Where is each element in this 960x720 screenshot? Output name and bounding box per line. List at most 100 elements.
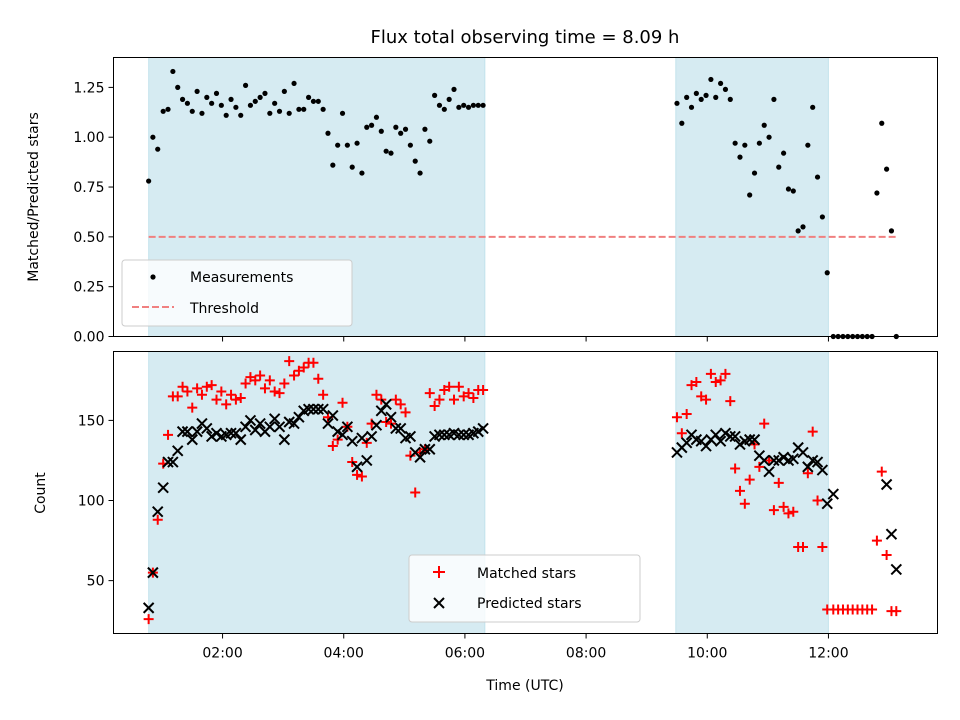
measurement-point — [461, 102, 467, 108]
bottom-series — [142, 356, 903, 625]
matched-star-point — [444, 381, 455, 392]
matched-star-point — [730, 463, 741, 474]
matched-star-point — [797, 541, 808, 552]
measurement-point — [179, 96, 186, 102]
bottom-x-axis-label: Time (UTC) — [485, 678, 563, 694]
measurement-point — [722, 86, 729, 92]
bottom-panel: 02:00 04:00 06:00 08:00 10:00 12:00 50100150 … — [33, 351, 938, 694]
measurement-point — [693, 90, 699, 96]
y-tick-label: 1.25 — [73, 80, 104, 96]
measurement-point — [398, 130, 404, 136]
matched-star-point — [201, 381, 212, 392]
matched-star-point — [163, 429, 174, 440]
predicted-star-point — [142, 602, 155, 614]
predicted-star-point — [302, 403, 315, 415]
y-tick-label: 1.00 — [73, 130, 104, 146]
predicted-star-point — [312, 403, 324, 415]
matched-star-point — [453, 381, 464, 392]
measurement-point — [291, 80, 297, 87]
y-tick-label: 50 — [87, 574, 105, 590]
matched-star-point — [881, 549, 892, 560]
matched-star-point — [463, 388, 474, 399]
matched-star-point — [187, 402, 198, 413]
measurement-point — [781, 150, 787, 156]
predicted-star-point — [186, 433, 198, 446]
predicted-star-point — [680, 437, 693, 449]
measurement-point — [252, 98, 258, 104]
matched-star-point — [468, 392, 479, 403]
measurement-point — [373, 114, 380, 120]
matched-star-point — [720, 368, 731, 379]
predicted-star-point — [477, 422, 489, 435]
measurement-point — [441, 106, 447, 112]
measurement-point — [257, 94, 263, 100]
measurement-point — [427, 138, 433, 144]
matched-star-point — [318, 389, 329, 400]
measurement-point — [218, 102, 224, 108]
matched-star-point — [449, 394, 460, 405]
matched-star-point — [744, 474, 755, 485]
measurement-point — [349, 164, 355, 170]
measurement-point — [717, 80, 724, 87]
predicted-star-point — [239, 421, 252, 433]
predicted-star-point — [152, 506, 164, 518]
predicted-star-point — [385, 411, 397, 423]
measurement-point — [771, 96, 777, 102]
legend-predicted-marker — [433, 597, 445, 609]
measurement-point — [436, 102, 443, 108]
matched-star-point — [255, 370, 266, 381]
measurement-point — [325, 130, 331, 136]
measurement-point — [339, 110, 346, 116]
matched-star-point — [279, 378, 290, 389]
y-tick-label: 0.50 — [73, 230, 104, 246]
measurement-point — [874, 190, 880, 196]
top-title: Flux total observing time = 8.09 h — [371, 27, 680, 48]
y-tick-label: 0.00 — [73, 330, 104, 346]
measurement-point — [727, 96, 733, 102]
predicted-star-point — [249, 424, 261, 436]
measurement-point — [175, 84, 181, 90]
measurement-point — [480, 102, 486, 108]
measurement-point — [369, 122, 375, 128]
matched-star-point — [778, 501, 789, 512]
predicted-star-point — [322, 417, 334, 430]
predicted-star-point — [181, 425, 194, 438]
predicted-star-point — [230, 427, 242, 439]
measurement-point — [388, 150, 394, 156]
measurement-point — [451, 86, 457, 92]
predicted-star-point — [244, 414, 257, 427]
matched-star-point — [759, 418, 770, 429]
measurement-point — [262, 90, 268, 96]
predicted-star-point — [743, 433, 756, 446]
measurement-point — [879, 120, 885, 126]
measurement-point — [819, 214, 825, 220]
measurement-point — [281, 88, 287, 94]
predicted-star-point — [375, 405, 388, 417]
measurement-point — [800, 224, 806, 230]
matched-star-point — [221, 399, 232, 410]
predicted-star-point — [288, 417, 300, 430]
matched-star-point — [671, 412, 682, 423]
predicted-star-point — [176, 425, 189, 438]
measurement-point — [470, 102, 476, 108]
legend-threshold-label: Threshold — [189, 301, 259, 317]
measurement-point — [276, 108, 283, 114]
predicted-star-point — [307, 403, 320, 415]
matched-star-point — [289, 370, 300, 381]
matched-star-point — [429, 400, 440, 411]
predicted-star-point — [457, 429, 470, 441]
predicted-star-point — [890, 563, 903, 576]
measurement-point — [810, 104, 816, 110]
predicted-star-point — [816, 464, 829, 476]
measurement-point — [465, 104, 472, 110]
bottom-x-ticks: 02:00 04:00 06:00 08:00 10:00 12:00 — [202, 633, 849, 662]
bottom-legend-box — [408, 554, 641, 623]
measurement-point — [155, 146, 161, 152]
predicted-star-point — [157, 481, 169, 494]
measurement-point — [228, 96, 234, 102]
matched-star-point — [891, 606, 902, 617]
measurement-point — [238, 112, 244, 118]
matched-star-point — [478, 384, 489, 395]
predicted-star-point — [365, 430, 378, 443]
matched-star-point — [434, 394, 445, 405]
